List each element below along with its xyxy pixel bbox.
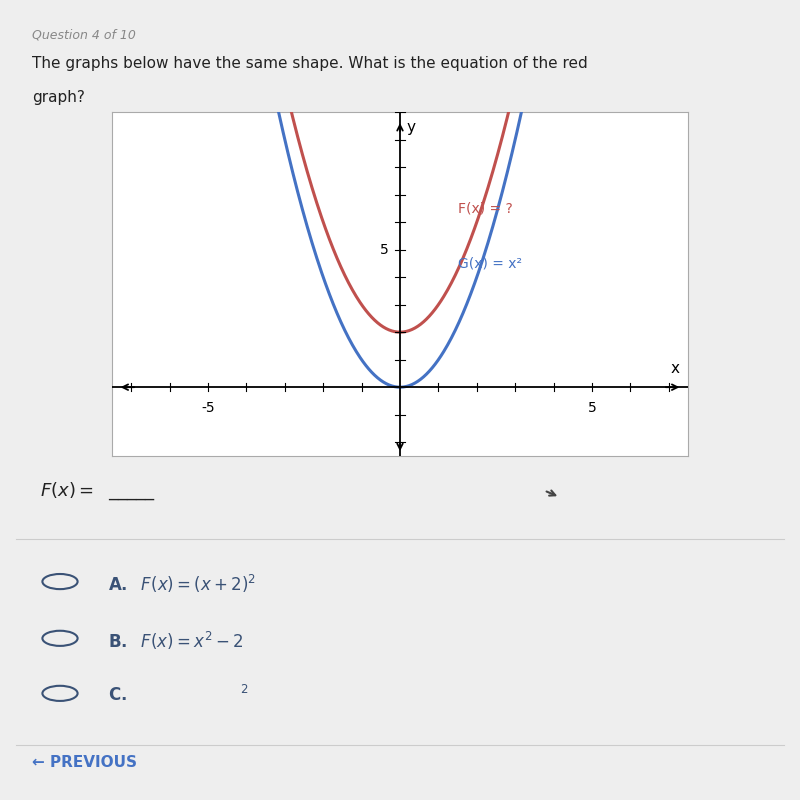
Text: -5: -5 (201, 401, 215, 415)
Text: $\mathbf{C.}$                     $^2$: $\mathbf{C.}$ $^2$ (108, 685, 249, 705)
Text: G(x) = x²: G(x) = x² (458, 256, 522, 270)
Text: $F(x) =$  _____: $F(x) =$ _____ (40, 480, 156, 502)
Text: F(x) = ?: F(x) = ? (458, 202, 512, 215)
Text: graph?: graph? (32, 90, 85, 105)
Text: The graphs below have the same shape. What is the equation of the red: The graphs below have the same shape. Wh… (32, 56, 588, 71)
Text: $\mathbf{B.}$  $F(x) = x^2 - 2$: $\mathbf{B.}$ $F(x) = x^2 - 2$ (108, 630, 243, 652)
Text: 5: 5 (380, 242, 389, 257)
Text: x: x (670, 361, 679, 376)
Text: ← PREVIOUS: ← PREVIOUS (32, 755, 137, 770)
Text: 5: 5 (588, 401, 596, 415)
Text: $\mathbf{A.}$  $F(x) = (x + 2)^2$: $\mathbf{A.}$ $F(x) = (x + 2)^2$ (108, 573, 256, 595)
Text: y: y (407, 120, 416, 135)
Text: Question 4 of 10: Question 4 of 10 (32, 28, 136, 41)
